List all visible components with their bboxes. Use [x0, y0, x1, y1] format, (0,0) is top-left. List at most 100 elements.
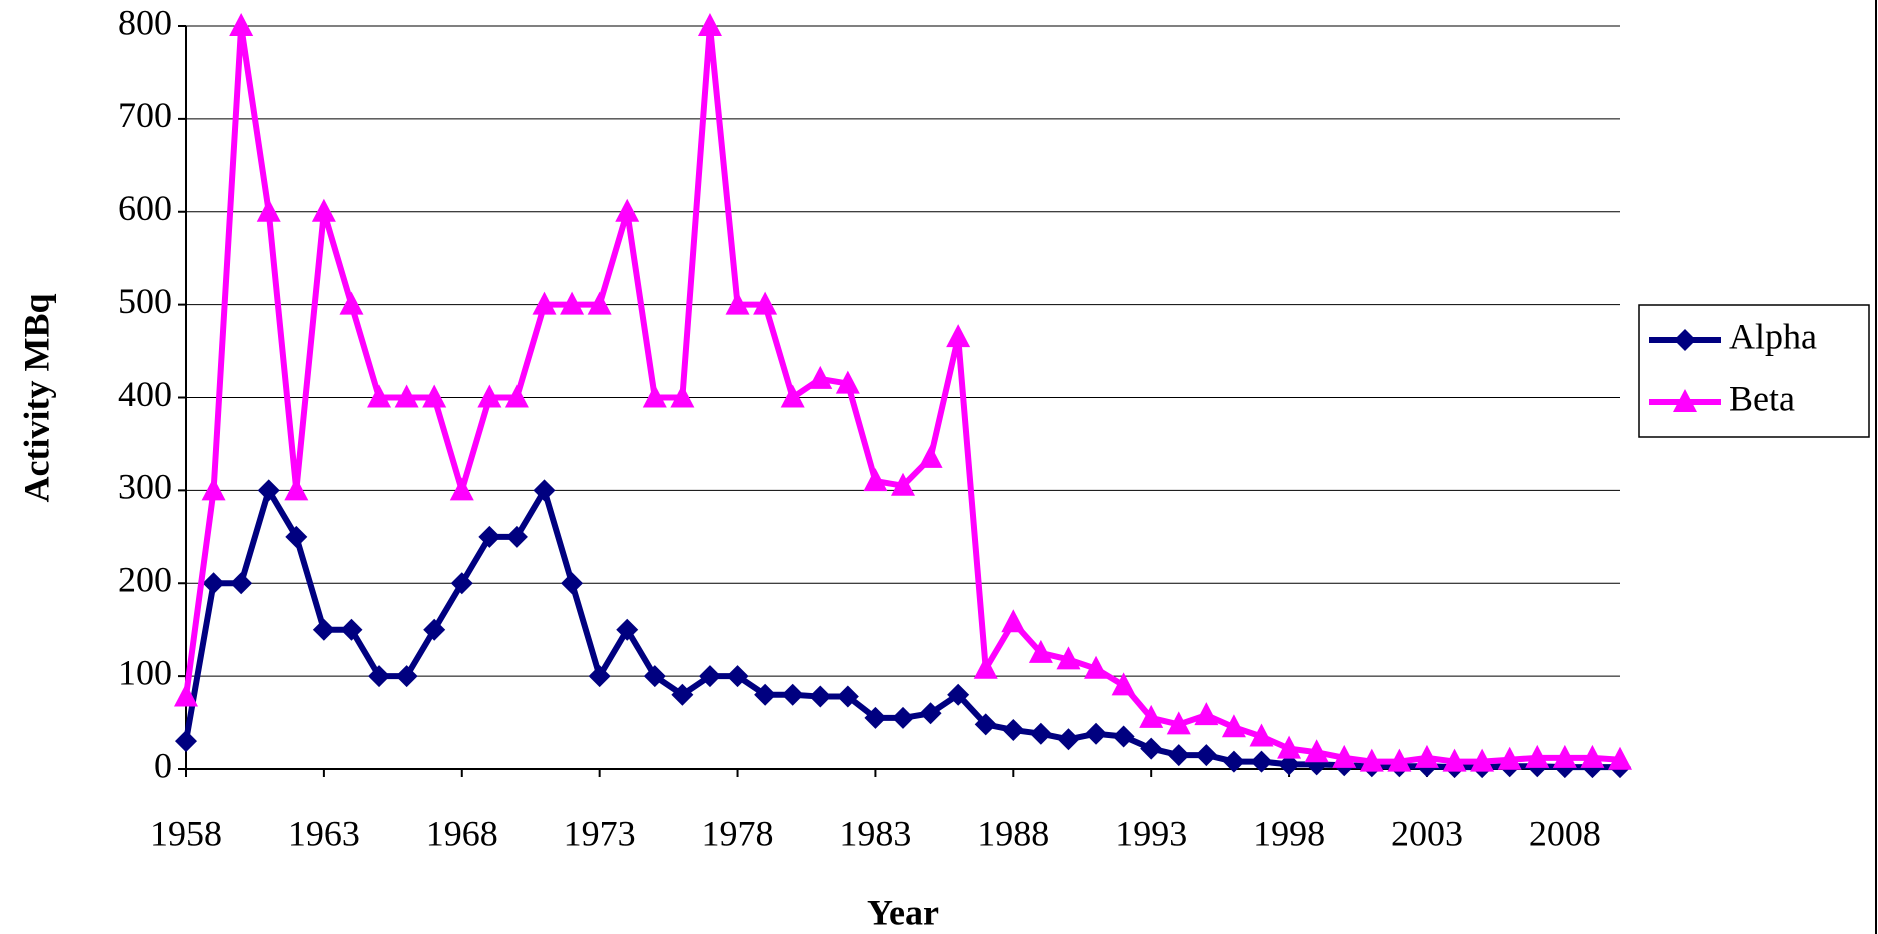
data-point — [1002, 718, 1025, 741]
data-point — [1414, 744, 1439, 768]
data-point — [1166, 711, 1191, 735]
legend-box — [1638, 304, 1870, 438]
data-point — [450, 572, 473, 595]
data-point — [587, 291, 612, 315]
y-tick-label: 600 — [118, 188, 172, 228]
data-point — [671, 683, 694, 706]
data-point — [1359, 748, 1384, 772]
data-point — [1194, 702, 1219, 726]
data-point — [1029, 722, 1052, 745]
data-point — [1608, 746, 1632, 770]
x-tick-label: 1988 — [977, 813, 1049, 853]
y-tick-label: 200 — [118, 560, 172, 600]
data-point — [836, 685, 859, 708]
data-point — [478, 525, 501, 548]
data-point — [697, 13, 722, 36]
data-point — [339, 291, 364, 315]
x-tick-label: 2003 — [1391, 813, 1463, 853]
data-point — [615, 198, 640, 222]
data-point — [505, 525, 528, 548]
data-point — [754, 683, 777, 706]
data-point — [809, 685, 832, 708]
data-point — [891, 472, 915, 496]
y-tick-label: 100 — [118, 652, 172, 692]
data-point — [257, 479, 280, 502]
data-point — [1195, 744, 1218, 767]
data-point — [1387, 748, 1412, 772]
data-point — [1001, 609, 1026, 633]
data-point — [780, 384, 805, 408]
data-point — [588, 665, 611, 688]
y-tick-label: 0 — [154, 745, 172, 785]
x-tick-label: 1958 — [150, 813, 222, 853]
data-point — [1552, 744, 1577, 768]
data-point — [946, 324, 971, 348]
data-point — [642, 384, 667, 408]
data-point — [422, 384, 447, 408]
data-point — [616, 618, 639, 641]
data-point — [449, 477, 474, 501]
data-point — [781, 683, 804, 706]
legend-label: Beta — [1729, 378, 1795, 418]
data-point — [973, 655, 998, 679]
data-point — [367, 384, 392, 408]
data-point — [1139, 704, 1164, 728]
data-point — [202, 572, 225, 595]
x-tick-label: 1963 — [288, 813, 360, 853]
data-point — [229, 13, 254, 36]
x-tick-label: 1983 — [839, 813, 911, 853]
data-point — [1470, 748, 1495, 772]
data-point — [312, 618, 335, 641]
data-point — [670, 384, 695, 408]
data-point — [1084, 655, 1109, 679]
data-point — [284, 477, 309, 501]
data-point — [1085, 722, 1108, 745]
data-point — [395, 665, 418, 688]
data-point — [1222, 750, 1245, 773]
series-line — [183, 23, 1621, 765]
data-point — [477, 384, 502, 408]
data-point — [1497, 746, 1522, 770]
data-point — [698, 665, 721, 688]
data-point — [174, 683, 198, 707]
y-tick-label: 800 — [118, 2, 172, 42]
data-point — [230, 572, 253, 595]
y-axis-title: Activity MBq — [16, 294, 56, 503]
data-point — [1028, 639, 1053, 663]
data-point — [311, 198, 336, 222]
x-tick-label: 1968 — [426, 813, 498, 853]
data-point — [725, 291, 750, 315]
data-point — [835, 370, 860, 394]
data-point — [1580, 744, 1605, 768]
data-point — [256, 198, 281, 222]
data-point — [947, 683, 970, 706]
data-point — [753, 291, 778, 315]
y-tick-label: 500 — [118, 281, 172, 321]
data-point — [1056, 646, 1081, 670]
data-point — [1525, 744, 1550, 768]
data-point — [340, 618, 363, 641]
data-point — [394, 384, 419, 408]
data-point — [1140, 737, 1163, 760]
data-point — [1277, 735, 1302, 759]
data-point — [919, 702, 942, 725]
data-point — [1278, 753, 1301, 776]
data-point — [1167, 744, 1190, 767]
x-tick-label: 1993 — [1115, 813, 1187, 853]
x-tick-label: 2008 — [1529, 813, 1601, 853]
x-axis-title: Year — [867, 892, 939, 932]
data-point — [1112, 725, 1135, 748]
data-point — [726, 665, 749, 688]
legend-marker — [1673, 389, 1697, 412]
data-point — [918, 444, 943, 468]
data-point — [864, 706, 887, 729]
data-point — [504, 384, 529, 408]
data-point — [423, 618, 446, 641]
data-point — [1442, 748, 1467, 772]
legend-label: Alpha — [1729, 316, 1817, 356]
data-point — [560, 291, 585, 315]
data-point — [532, 291, 557, 315]
data-point — [1249, 723, 1274, 747]
data-point — [643, 665, 666, 688]
